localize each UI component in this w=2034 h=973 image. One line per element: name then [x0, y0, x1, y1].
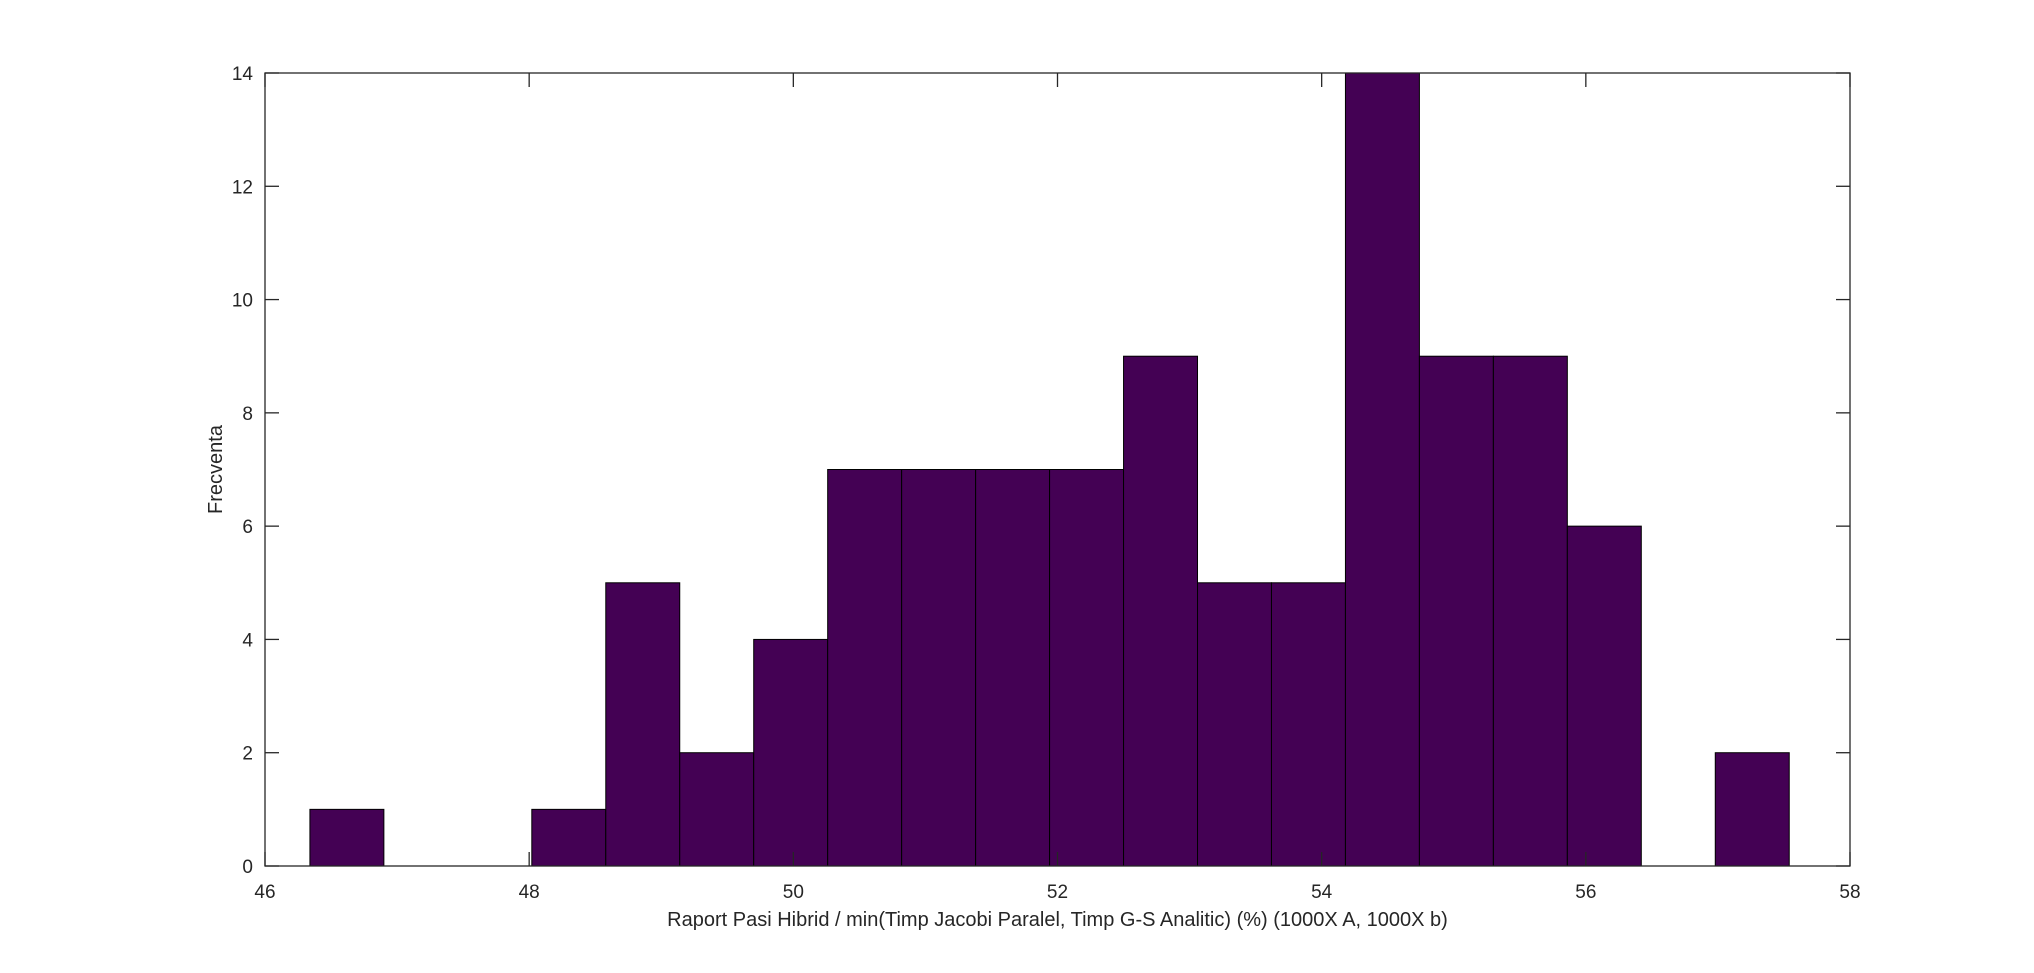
histogram-bar [1270, 582, 1346, 867]
histogram-bar [753, 638, 829, 867]
x-tick-label: 52 [1047, 882, 1068, 903]
y-tick-label: 14 [232, 64, 254, 85]
y-tick-label: 4 [242, 630, 253, 651]
histogram-bar [605, 582, 681, 867]
histogram-bar [827, 469, 903, 867]
x-tick-label: 50 [783, 882, 804, 903]
histogram-bar [1049, 469, 1125, 867]
histogram-bar [1566, 525, 1642, 867]
x-tick-label: 56 [1575, 882, 1596, 903]
histogram-bar [1123, 355, 1199, 867]
histogram-bar [1197, 582, 1272, 867]
histogram-bar [309, 808, 385, 867]
histogram-bar [901, 469, 977, 867]
histogram-bar [1344, 72, 1420, 867]
x-tick-label: 48 [519, 882, 540, 903]
x-tick-label: 46 [254, 882, 275, 903]
y-axis-label: Frecventa [205, 424, 227, 514]
y-tick-label: 6 [242, 517, 253, 538]
y-tick-label: 0 [242, 857, 253, 878]
x-tick-label: 54 [1311, 882, 1333, 903]
x-tick-label: 58 [1839, 882, 1860, 903]
x-axis-label: Raport Pasi Hibrid / min(Timp Jacobi Par… [667, 909, 1448, 931]
histogram-bar [1714, 752, 1790, 867]
y-tick-label: 8 [242, 404, 253, 425]
histogram-bar [1492, 355, 1568, 867]
histogram-bar [975, 469, 1051, 867]
y-tick-label: 2 [242, 744, 253, 765]
y-tick-label: 12 [232, 177, 253, 198]
histogram-bar [1418, 355, 1494, 867]
y-tick-label: 10 [232, 291, 253, 312]
histogram-bar [679, 752, 755, 867]
histogram-bar [531, 808, 607, 867]
bars-layer [309, 72, 1790, 867]
